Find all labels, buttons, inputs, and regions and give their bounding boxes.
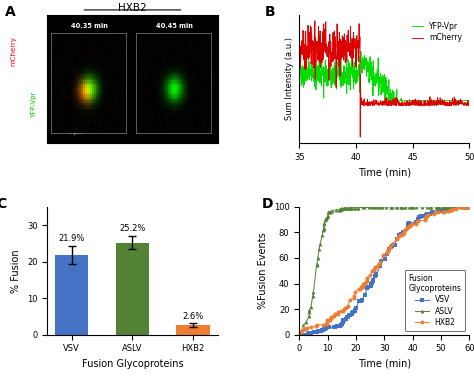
Text: YFP-Vpr: YFP-Vpr <box>31 91 37 118</box>
Text: C: C <box>0 197 7 211</box>
Bar <box>176 325 210 335</box>
mCherry <box>373 99 379 103</box>
VSV <box>428 212 433 217</box>
mCherry <box>329 50 335 54</box>
HXB2 <box>299 330 304 334</box>
mCherry <box>466 100 472 104</box>
Text: A: A <box>5 5 16 19</box>
ASLV <box>322 218 328 223</box>
Line: mCherry: mCherry <box>299 21 469 137</box>
X-axis label: Time (min): Time (min) <box>358 167 411 177</box>
VSV <box>334 324 339 328</box>
Line: HXB2: HXB2 <box>300 205 469 334</box>
Text: 1 μm: 1 μm <box>68 130 84 135</box>
HXB2 <box>459 205 465 209</box>
mCherry <box>405 102 411 106</box>
ASLV <box>393 205 399 209</box>
ASLV <box>325 214 330 218</box>
mCherry <box>296 50 302 54</box>
Text: D: D <box>262 197 273 211</box>
YFP-Vpr <box>405 98 411 103</box>
X-axis label: Time (min): Time (min) <box>358 359 411 369</box>
HXB2 <box>372 266 378 271</box>
VSV <box>298 332 304 337</box>
HXB2 <box>374 264 380 268</box>
Line: ASLV: ASLV <box>301 205 469 327</box>
ASLV <box>460 205 466 209</box>
YFP-Vpr <box>382 98 388 103</box>
Bar <box>55 255 89 335</box>
ASLV <box>465 205 470 209</box>
YFP-Vpr <box>358 49 364 54</box>
ASLV <box>449 205 455 209</box>
Text: B: B <box>265 5 276 19</box>
YFP-Vpr <box>466 98 472 103</box>
YFP-Vpr <box>329 83 335 88</box>
Y-axis label: % Fusion: % Fusion <box>11 249 21 293</box>
mCherry <box>353 63 358 67</box>
HXB2 <box>461 205 467 209</box>
YFP-Vpr <box>431 98 437 103</box>
Line: YFP-Vpr: YFP-Vpr <box>299 52 469 100</box>
YFP-Vpr <box>296 80 302 84</box>
Text: mCherry: mCherry <box>10 36 17 66</box>
ASLV <box>356 205 361 210</box>
Text: 40.35 min: 40.35 min <box>71 23 108 29</box>
VSV <box>341 317 346 322</box>
HXB2 <box>406 224 411 229</box>
Y-axis label: Sum Intensity (a.u.): Sum Intensity (a.u.) <box>284 38 293 120</box>
YFP-Vpr <box>353 73 358 78</box>
VSV <box>456 205 462 209</box>
Bar <box>116 243 149 335</box>
YFP-Vpr <box>396 98 402 103</box>
mCherry <box>357 135 363 139</box>
HXB2 <box>351 294 357 299</box>
Legend: YFP-Vpr, mCherry: YFP-Vpr, mCherry <box>409 19 465 45</box>
mCherry <box>396 102 402 107</box>
Y-axis label: %Fusion Events: %Fusion Events <box>258 232 268 309</box>
HXB2 <box>454 207 459 211</box>
Line: VSV: VSV <box>299 205 471 337</box>
X-axis label: Fusion Glycoproteins: Fusion Glycoproteins <box>82 359 183 369</box>
YFP-Vpr <box>373 84 378 88</box>
Text: 40.45 min: 40.45 min <box>155 23 192 29</box>
mCherry <box>431 100 437 104</box>
Title: HXB2: HXB2 <box>118 3 147 13</box>
mCherry <box>312 18 318 23</box>
HXB2 <box>465 205 470 209</box>
Text: 21.9%: 21.9% <box>59 234 85 243</box>
VSV <box>466 205 472 209</box>
VSV <box>457 205 463 209</box>
Legend: VSV, ASLV, HXB2: VSV, ASLV, HXB2 <box>405 270 465 331</box>
ASLV <box>301 323 306 327</box>
VSV <box>406 221 411 226</box>
Text: 25.2%: 25.2% <box>119 224 146 233</box>
ASLV <box>375 205 381 209</box>
Text: 2.6%: 2.6% <box>182 312 204 321</box>
VSV <box>378 259 384 263</box>
